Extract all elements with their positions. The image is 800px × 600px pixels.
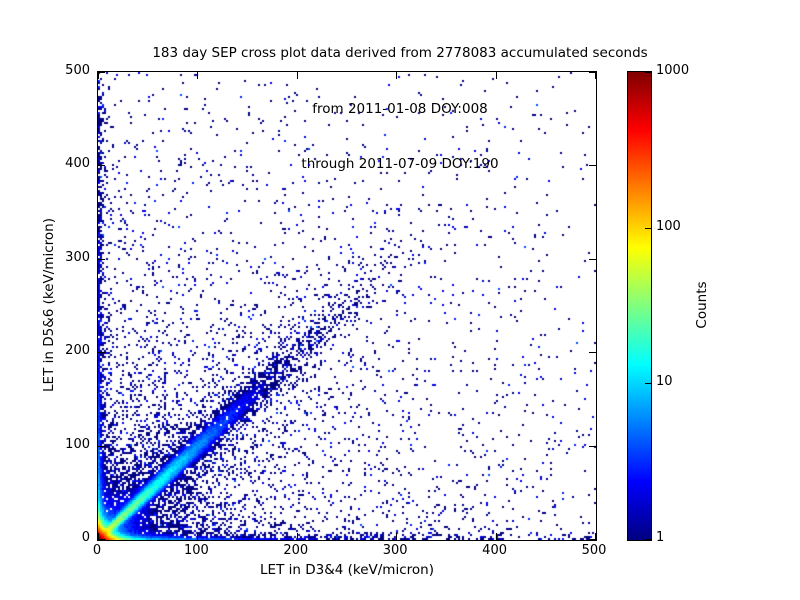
axis-tick-mark bbox=[98, 539, 105, 540]
colorbar-tick-label: 10 bbox=[656, 374, 673, 390]
axis-tick-mark bbox=[98, 446, 105, 447]
x-tick-label: 200 bbox=[283, 543, 309, 558]
plot-area bbox=[97, 71, 597, 541]
axis-tick-mark bbox=[589, 259, 596, 260]
y-tick-label: 300 bbox=[65, 249, 90, 265]
scatter-heatmap-canvas bbox=[98, 72, 596, 540]
x-axis-label: LET in D3&4 (keV/micron) bbox=[260, 562, 434, 578]
axis-tick-mark bbox=[396, 533, 397, 540]
y-tick-label: 100 bbox=[65, 436, 90, 452]
x-tick-label: 400 bbox=[482, 543, 507, 558]
colorbar-tick-label: 1000 bbox=[656, 63, 690, 78]
colorbar-tick-mark bbox=[645, 383, 651, 384]
colorbar-tick-label: 1 bbox=[656, 530, 665, 545]
axis-tick-mark bbox=[496, 533, 497, 540]
axis-tick-mark bbox=[589, 165, 596, 166]
axis-tick-mark bbox=[98, 72, 105, 73]
axis-tick-mark bbox=[589, 72, 596, 73]
colorbar-tick-label: 100 bbox=[656, 218, 681, 234]
x-tick-label: 500 bbox=[581, 543, 607, 558]
axis-tick-mark bbox=[98, 259, 105, 260]
y-tick-label: 500 bbox=[65, 63, 90, 78]
x-tick-label: 100 bbox=[183, 543, 209, 558]
colorbar-tick-mark bbox=[645, 228, 651, 229]
axis-tick-mark bbox=[98, 72, 99, 79]
colorbar-tick-mark bbox=[645, 72, 651, 73]
y-axis-label: LET in D5&6 (keV/micron) bbox=[41, 218, 57, 392]
axis-tick-mark bbox=[595, 72, 596, 79]
axis-tick-mark bbox=[197, 72, 198, 79]
y-tick-label: 0 bbox=[81, 530, 90, 545]
x-tick-label: 0 bbox=[92, 543, 102, 558]
y-tick-label: 200 bbox=[65, 343, 90, 359]
colorbar bbox=[627, 71, 652, 541]
axis-tick-mark bbox=[496, 72, 497, 79]
axis-tick-mark bbox=[589, 539, 596, 540]
axis-tick-mark bbox=[98, 352, 105, 353]
y-tick-label: 400 bbox=[65, 156, 90, 172]
axis-tick-mark bbox=[297, 533, 298, 540]
axis-tick-mark bbox=[297, 72, 298, 79]
axis-tick-mark bbox=[589, 446, 596, 447]
axis-tick-mark bbox=[98, 165, 105, 166]
colorbar-label: Counts bbox=[694, 281, 710, 329]
axis-tick-mark bbox=[98, 533, 99, 540]
figure-title-line-1: 183 day SEP cross plot data derived from… bbox=[152, 45, 648, 61]
axis-tick-mark bbox=[589, 352, 596, 353]
axis-tick-mark bbox=[396, 72, 397, 79]
x-tick-label: 300 bbox=[382, 543, 408, 558]
colorbar-tick-mark bbox=[645, 539, 651, 540]
axis-tick-mark bbox=[197, 533, 198, 540]
axis-tick-mark bbox=[595, 533, 596, 540]
